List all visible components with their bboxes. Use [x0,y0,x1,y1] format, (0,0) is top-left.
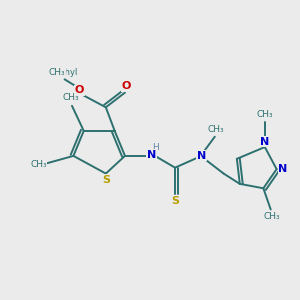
Text: N: N [278,164,288,174]
Text: CH₃: CH₃ [30,160,47,169]
Text: N: N [260,137,269,147]
Text: N: N [147,150,156,160]
Text: S: S [102,175,110,185]
Text: CH₃: CH₃ [49,68,66,77]
Text: N: N [197,151,206,161]
Text: H: H [152,143,158,152]
Text: methyl: methyl [49,68,78,77]
Text: O: O [75,85,84,95]
Text: S: S [171,196,179,206]
Text: CH₃: CH₃ [256,110,273,119]
Text: O: O [122,81,131,91]
Text: CH₃: CH₃ [208,125,225,134]
Text: CH₃: CH₃ [264,212,280,221]
Text: CH₃: CH₃ [62,93,79,102]
